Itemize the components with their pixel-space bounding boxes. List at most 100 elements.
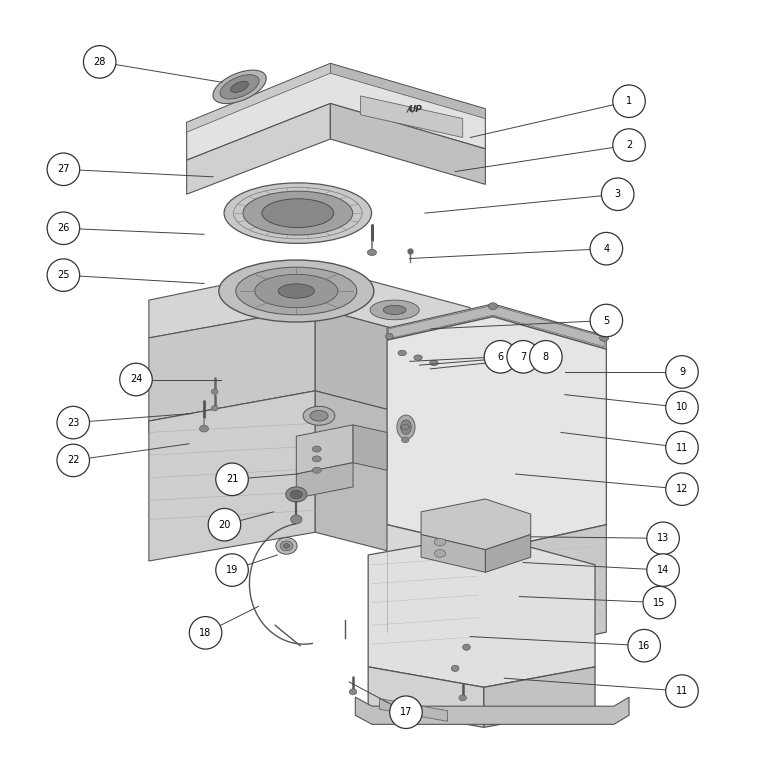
Ellipse shape <box>430 361 438 366</box>
Polygon shape <box>421 534 485 572</box>
Polygon shape <box>330 103 485 184</box>
Ellipse shape <box>236 267 357 315</box>
Ellipse shape <box>463 644 471 650</box>
Text: 17: 17 <box>400 707 412 717</box>
Text: 7: 7 <box>520 352 526 362</box>
Text: 13: 13 <box>657 534 669 543</box>
Text: 11: 11 <box>676 442 688 452</box>
Ellipse shape <box>349 689 357 694</box>
Ellipse shape <box>312 468 321 474</box>
Ellipse shape <box>278 284 314 298</box>
Ellipse shape <box>397 415 415 439</box>
Ellipse shape <box>434 538 446 546</box>
Text: 28: 28 <box>93 57 106 67</box>
Text: 8: 8 <box>543 352 549 362</box>
Ellipse shape <box>600 335 609 342</box>
Text: 26: 26 <box>57 223 70 233</box>
Ellipse shape <box>255 275 338 307</box>
Circle shape <box>666 675 698 707</box>
Circle shape <box>484 341 517 373</box>
Text: 21: 21 <box>226 474 238 484</box>
Ellipse shape <box>312 446 321 452</box>
Polygon shape <box>368 534 595 688</box>
Text: 11: 11 <box>676 686 688 696</box>
Circle shape <box>83 46 116 78</box>
Polygon shape <box>330 64 485 118</box>
Polygon shape <box>187 64 330 132</box>
Ellipse shape <box>303 406 335 425</box>
Polygon shape <box>315 391 448 566</box>
Ellipse shape <box>312 456 321 462</box>
Circle shape <box>666 431 698 464</box>
Ellipse shape <box>452 666 459 672</box>
Text: 25: 25 <box>57 270 70 280</box>
Circle shape <box>647 522 679 555</box>
Text: 4: 4 <box>603 244 609 254</box>
Ellipse shape <box>402 437 409 442</box>
Circle shape <box>666 473 698 505</box>
Circle shape <box>47 259 80 291</box>
Ellipse shape <box>310 411 328 421</box>
Text: 6: 6 <box>497 352 503 362</box>
Circle shape <box>57 406 90 439</box>
Ellipse shape <box>219 260 374 322</box>
Polygon shape <box>380 698 448 721</box>
Polygon shape <box>493 524 606 657</box>
Ellipse shape <box>285 487 307 502</box>
Circle shape <box>57 444 90 477</box>
Ellipse shape <box>211 405 218 411</box>
Circle shape <box>666 391 698 424</box>
Ellipse shape <box>488 303 497 310</box>
Polygon shape <box>355 697 629 724</box>
Text: 18: 18 <box>200 628 212 638</box>
Polygon shape <box>387 304 606 349</box>
Ellipse shape <box>434 550 446 557</box>
Circle shape <box>216 554 248 586</box>
Text: 9: 9 <box>679 367 685 377</box>
Circle shape <box>530 341 562 373</box>
Ellipse shape <box>290 490 302 499</box>
Text: 19: 19 <box>226 565 238 575</box>
Ellipse shape <box>231 81 248 93</box>
Polygon shape <box>296 463 353 498</box>
Circle shape <box>120 364 153 395</box>
Circle shape <box>590 232 622 265</box>
Ellipse shape <box>386 333 393 339</box>
Circle shape <box>389 696 422 729</box>
Text: 14: 14 <box>657 565 669 575</box>
Circle shape <box>643 586 676 619</box>
Polygon shape <box>387 317 606 550</box>
Text: 27: 27 <box>57 164 70 175</box>
Circle shape <box>666 356 698 388</box>
Text: 24: 24 <box>130 374 142 385</box>
Ellipse shape <box>243 191 353 235</box>
Polygon shape <box>149 266 471 349</box>
Ellipse shape <box>262 199 334 228</box>
Polygon shape <box>315 307 471 433</box>
Ellipse shape <box>283 543 289 548</box>
Polygon shape <box>149 391 315 561</box>
Text: 5: 5 <box>603 316 609 326</box>
Polygon shape <box>187 103 330 194</box>
Circle shape <box>647 554 679 586</box>
Circle shape <box>613 85 645 118</box>
Text: 12: 12 <box>676 484 688 494</box>
Ellipse shape <box>276 537 297 554</box>
Ellipse shape <box>211 389 218 394</box>
Ellipse shape <box>220 74 259 99</box>
Text: 22: 22 <box>67 455 80 465</box>
Ellipse shape <box>459 694 467 701</box>
Ellipse shape <box>291 515 302 524</box>
Polygon shape <box>353 425 387 471</box>
Polygon shape <box>187 64 485 160</box>
Polygon shape <box>361 96 463 137</box>
Polygon shape <box>149 307 315 421</box>
Circle shape <box>47 212 80 244</box>
Ellipse shape <box>370 300 419 320</box>
Polygon shape <box>389 305 605 347</box>
Ellipse shape <box>213 70 266 103</box>
Text: 20: 20 <box>219 520 231 530</box>
Polygon shape <box>368 667 483 727</box>
Text: 10: 10 <box>676 402 688 412</box>
Ellipse shape <box>398 351 406 356</box>
